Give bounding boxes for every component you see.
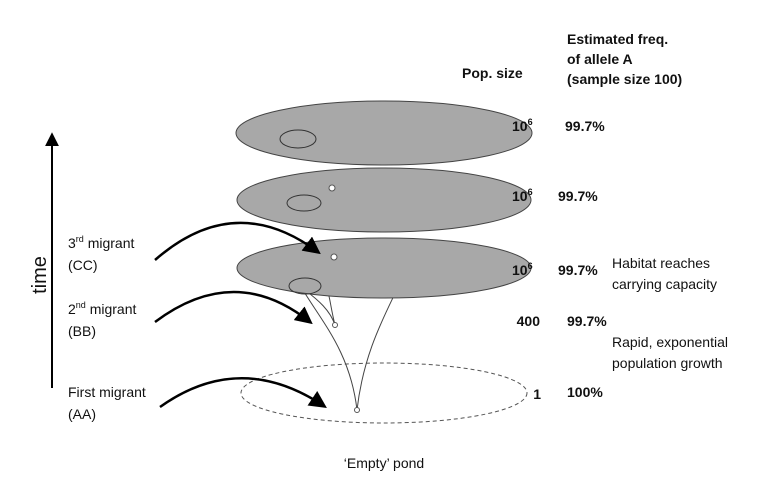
- migrant-genotype: (BB): [68, 323, 96, 339]
- header: of allele A: [567, 51, 633, 67]
- freq: 99.7%: [567, 313, 607, 329]
- annotation: Habitat reaches: [612, 255, 710, 271]
- annotation: Rapid, exponential: [612, 334, 728, 350]
- freq: 99.7%: [565, 118, 605, 134]
- freq: 99.7%: [558, 262, 598, 278]
- migrant-label: 3rd migrant: [68, 234, 134, 251]
- migrant-dot: [328, 184, 336, 192]
- migrant-label: 2nd migrant: [68, 300, 136, 317]
- pond-disc: [235, 100, 533, 166]
- annotation: population growth: [612, 355, 723, 371]
- growth-funnel: [299, 269, 406, 411]
- migrant-label: First migrant: [68, 384, 146, 400]
- annotation: carrying capacity: [612, 276, 717, 292]
- pop-size: 106: [512, 117, 533, 134]
- subpop: [288, 277, 322, 295]
- freq: 99.7%: [558, 188, 598, 204]
- migrant-genotype: (CC): [68, 257, 98, 273]
- subpop: [286, 194, 322, 212]
- subpop: [279, 129, 317, 149]
- pond-disc: [236, 237, 532, 299]
- migrant-dot: [330, 253, 338, 261]
- migrant-genotype: (AA): [68, 406, 96, 422]
- migrant-arrow: [159, 377, 327, 409]
- header: (sample size 100): [567, 71, 682, 87]
- pop-size: 106: [512, 187, 533, 204]
- pond-label: ‘Empty’ pond: [344, 455, 424, 471]
- freq: 100%: [567, 384, 603, 400]
- header: Pop. size: [462, 65, 523, 81]
- pond-disc: [236, 167, 532, 233]
- migrant-arrow: [154, 221, 321, 261]
- pop-size: 1: [533, 386, 541, 402]
- empty-pond: [240, 362, 528, 424]
- time-label: time: [29, 256, 51, 294]
- migrant-dot: [332, 322, 338, 328]
- migrant-dot: [354, 407, 360, 413]
- migrant-arrow: [154, 290, 313, 325]
- pop-size: 106: [512, 261, 533, 278]
- pop-size: 400: [517, 313, 541, 329]
- header: Estimated freq.: [567, 31, 668, 47]
